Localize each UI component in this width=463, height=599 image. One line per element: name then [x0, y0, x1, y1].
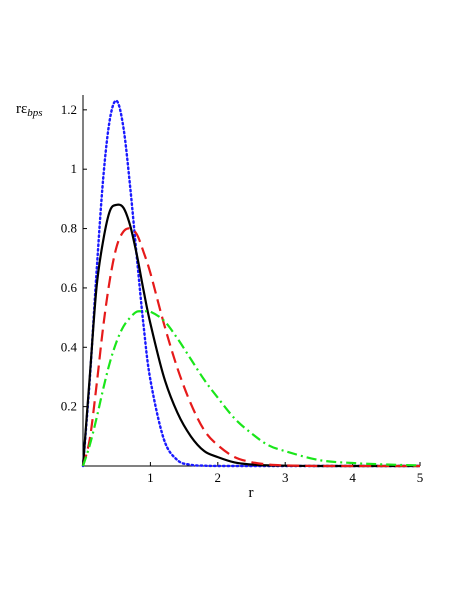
x-tick-label: 1 — [147, 470, 154, 485]
x-tick-label: 3 — [282, 470, 289, 485]
y-tick-label: 1 — [71, 161, 78, 176]
x-axis-title: r — [249, 485, 254, 501]
y-tick-label: 0.8 — [61, 221, 77, 236]
axes: 1 2 3 4 5 0.2 0.4 0.6 0.8 1 1.2 — [61, 95, 424, 485]
labels: rεbps r — [16, 101, 254, 501]
x-tick-label: 4 — [349, 470, 356, 485]
x-tick-label: 2 — [215, 470, 222, 485]
series-line-solid — [81, 203, 420, 468]
y-tick-label: 0.2 — [61, 399, 77, 414]
series-line-dotted — [81, 99, 422, 468]
curves — [81, 99, 422, 468]
series-line-dashdot — [81, 309, 421, 467]
y-tick-label: 1.2 — [61, 102, 77, 117]
y-axis-title: rεbps — [16, 101, 43, 119]
series-line-dashed — [81, 227, 420, 468]
y-tick-label: 0.4 — [61, 339, 78, 354]
y-tick-label: 0.6 — [61, 280, 78, 295]
x-tick-label: 5 — [417, 470, 424, 485]
